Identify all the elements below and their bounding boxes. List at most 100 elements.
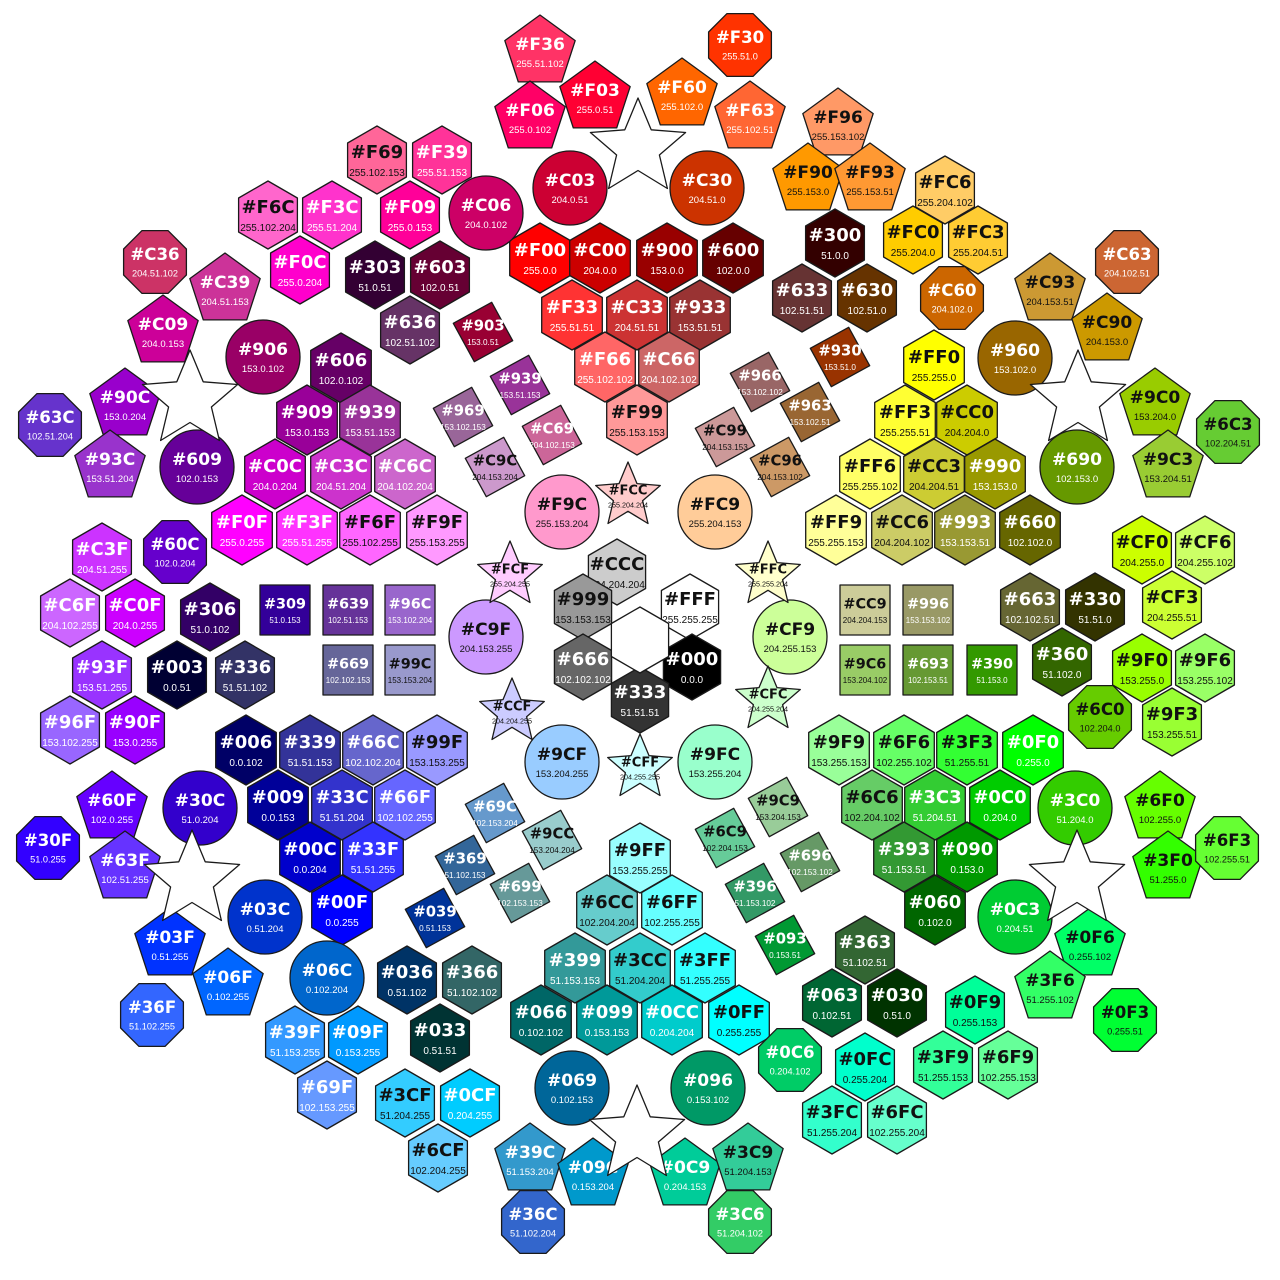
color-chip-f03: #F03 255.0.51 xyxy=(559,60,631,129)
rgb-value-label: 204.0.153 xyxy=(142,339,184,350)
color-chip-606: #606 102.0.102 xyxy=(310,332,372,404)
circle-shape xyxy=(448,599,524,675)
rgb-value-label: 204.51.51 xyxy=(615,323,660,334)
circle-shape xyxy=(752,599,828,675)
rgb-value-label: 102.204.204 xyxy=(579,918,635,929)
rgb-value-label: 51.0.0 xyxy=(821,251,849,262)
hexagon-shape xyxy=(999,572,1061,642)
color-chip-f3f: #F3F 255.51.255 xyxy=(276,494,338,566)
rgb-value-label: 255.204.0 xyxy=(891,248,936,259)
hex-code-label: #FF6 xyxy=(844,456,896,477)
color-chip-66f: #66F 102.102.255 xyxy=(374,769,436,841)
color-chip-006: #006 0.0.102 xyxy=(215,714,277,786)
color-chip-c6f: #C6F 204.102.255 xyxy=(39,578,101,648)
hex-code-label: #696 xyxy=(788,847,831,864)
hexagon-shape xyxy=(641,984,703,1056)
hexagon-shape xyxy=(871,494,933,566)
hex-code-label: #FFC xyxy=(749,563,787,578)
color-chip-096: #096 0.153.102 xyxy=(670,1050,746,1126)
color-chip-393: #393 51.153.51 xyxy=(873,821,935,893)
hex-code-label: #06F xyxy=(203,968,253,988)
rgb-value-label: 0.51.255 xyxy=(152,952,189,963)
color-chip-366: #366 51.102.102 xyxy=(441,945,503,1015)
hexagon-shape xyxy=(327,1005,389,1075)
color-chip-f0c: #F0C 255.0.204 xyxy=(269,235,331,305)
hex-code-label: #66C xyxy=(346,732,399,753)
hexagon-shape xyxy=(279,714,341,786)
hex-code-label: #003 xyxy=(151,657,204,678)
hex-code-label: #30C xyxy=(175,791,226,811)
rgb-value-label: 204.255.102 xyxy=(1177,558,1233,569)
hex-code-label: #CF6 xyxy=(1178,532,1231,553)
diamond-shape xyxy=(779,381,841,443)
hex-code-label: #69C xyxy=(473,798,517,815)
rgb-value-label: 255.51.153 xyxy=(417,168,467,179)
hexagon-shape xyxy=(71,640,133,710)
hex-code-label: #FCF xyxy=(491,563,529,578)
hex-code-label: #93F xyxy=(76,657,128,678)
hexagon-shape xyxy=(342,821,404,893)
hex-code-label: #C96 xyxy=(758,452,802,469)
diamond-shape xyxy=(489,862,551,924)
pentagon-shape xyxy=(127,294,199,363)
rgb-value-label: 0.255.0 xyxy=(1016,758,1050,769)
hex-code-label: #CFF xyxy=(621,756,659,771)
hexagon-shape xyxy=(39,578,101,648)
color-chip-063: #063 0.102.51 xyxy=(801,968,863,1038)
hex-code-label: #009 xyxy=(252,787,305,808)
color-chip-969: #969 153.102.153 xyxy=(432,386,494,448)
color-chip-f6f: #F6F 255.102.255 xyxy=(339,494,401,566)
hex-code-label: #9C9 xyxy=(756,792,800,809)
hexagon-shape xyxy=(836,263,898,333)
color-chip-fc3: #FC3 255.204.51 xyxy=(947,205,1009,275)
color-chip-f30: #F30 255.51.0 xyxy=(707,12,773,78)
hexagon-shape xyxy=(179,582,241,652)
rgb-value-label: 102.255.255 xyxy=(644,918,700,929)
color-chip-ffc: #FFC 255.255.204 xyxy=(735,540,801,604)
color-chip-f3c: #F3C 255.51.204 xyxy=(301,180,363,250)
rgb-value-label: 153.153.255 xyxy=(409,758,465,769)
diamond-shape xyxy=(779,831,841,893)
rgb-value-label: 51.0.204 xyxy=(182,815,219,826)
color-chip-f06: #F06 255.0.102 xyxy=(494,80,566,149)
hex-code-label: #9F0 xyxy=(1116,650,1168,671)
color-chip-06c: #06C 0.102.204 xyxy=(289,940,365,1016)
rgb-value-label: 0.204.204 xyxy=(650,1028,695,1039)
hex-code-label: #F90 xyxy=(783,163,833,183)
color-chip-36f: #36F 51.102.255 xyxy=(119,982,185,1048)
hex-code-label: #F60 xyxy=(657,78,707,98)
hex-code-label: #966 xyxy=(738,367,781,384)
hex-code-label: #669 xyxy=(327,656,369,672)
hex-code-label: #33F xyxy=(347,839,399,860)
rgb-value-label: 102.0.0 xyxy=(716,266,750,277)
hexagon-shape xyxy=(944,975,1006,1045)
hex-code-label: #F0C xyxy=(273,252,326,273)
rgb-value-label: 204.255.51 xyxy=(1147,613,1197,624)
color-chip-603: #603 102.0.51 xyxy=(409,240,471,310)
color-chip-9ff: #9FF 153.255.255 xyxy=(609,822,671,894)
rgb-value-label: 255.204.153 xyxy=(689,519,742,530)
rgb-value-label: 255.255.204 xyxy=(748,580,788,589)
rgb-value-label: 0.255.255 xyxy=(717,1028,762,1039)
hexagon-shape xyxy=(104,695,166,765)
rgb-value-label: 51.255.204 xyxy=(807,1128,857,1139)
hexagon-shape xyxy=(805,494,867,566)
rgb-value-label: 255.0.153 xyxy=(388,223,433,234)
pentagon-shape xyxy=(494,1122,566,1191)
octagon-shape xyxy=(707,1189,773,1255)
hex-code-label: #396 xyxy=(733,878,776,895)
rgb-value-label: 0.204.153 xyxy=(664,1182,706,1193)
hex-code-label: #3C6 xyxy=(715,1205,764,1224)
hex-code-label: #939 xyxy=(498,370,541,387)
square-shape xyxy=(966,644,1018,696)
color-chip-cc6: #CC6 204.204.102 xyxy=(871,494,933,566)
hex-code-label: #F00 xyxy=(514,240,566,261)
rgb-value-label: 204.255.204 xyxy=(748,705,788,714)
hexagon-shape xyxy=(237,180,299,250)
hex-code-label: #363 xyxy=(839,932,892,953)
diamond-shape xyxy=(809,326,871,388)
rgb-value-label: 255.102.0 xyxy=(661,102,703,113)
color-chip-6f6: #6F6 102.255.102 xyxy=(873,714,935,786)
diamond-shape xyxy=(404,887,466,949)
color-chip-033: #033 0.51.51 xyxy=(409,1003,471,1073)
